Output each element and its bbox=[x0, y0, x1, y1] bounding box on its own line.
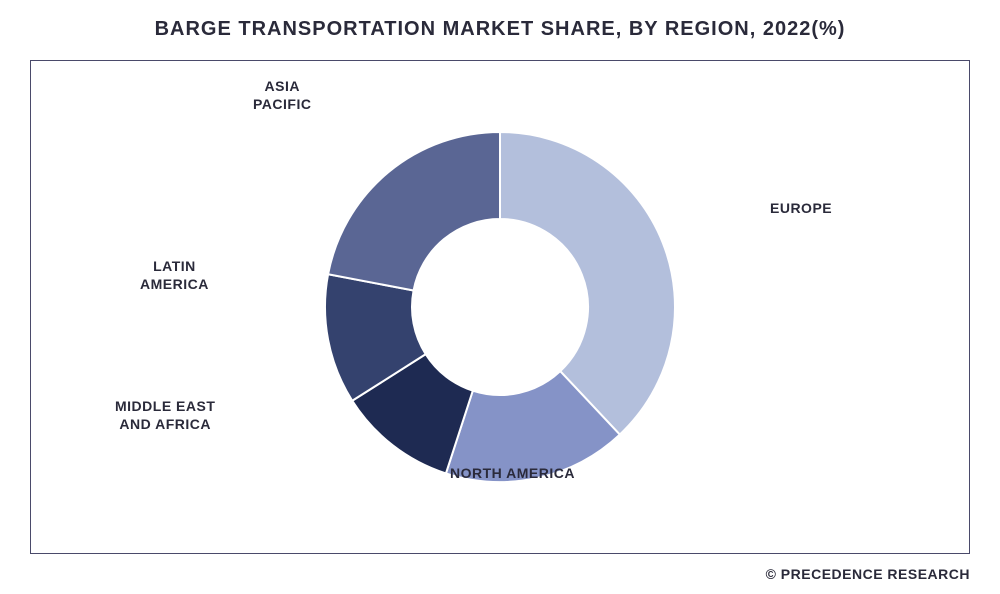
donut-hole bbox=[412, 219, 588, 395]
slice-label: MIDDLE EASTAND AFRICA bbox=[115, 398, 215, 433]
copyright-text: © PRECEDENCE RESEARCH bbox=[766, 566, 970, 582]
slice-label: LATINAMERICA bbox=[140, 258, 209, 293]
chart-container: BARGE TRANSPORTATION MARKET SHARE, BY RE… bbox=[0, 0, 1000, 594]
chart-title: BARGE TRANSPORTATION MARKET SHARE, BY RE… bbox=[0, 0, 1000, 41]
slice-label: EUROPE bbox=[770, 200, 832, 218]
donut-chart bbox=[320, 127, 680, 487]
slice-label: ASIAPACIFIC bbox=[253, 78, 311, 113]
donut-svg bbox=[320, 127, 680, 487]
slice-label: NORTH AMERICA bbox=[450, 465, 575, 483]
